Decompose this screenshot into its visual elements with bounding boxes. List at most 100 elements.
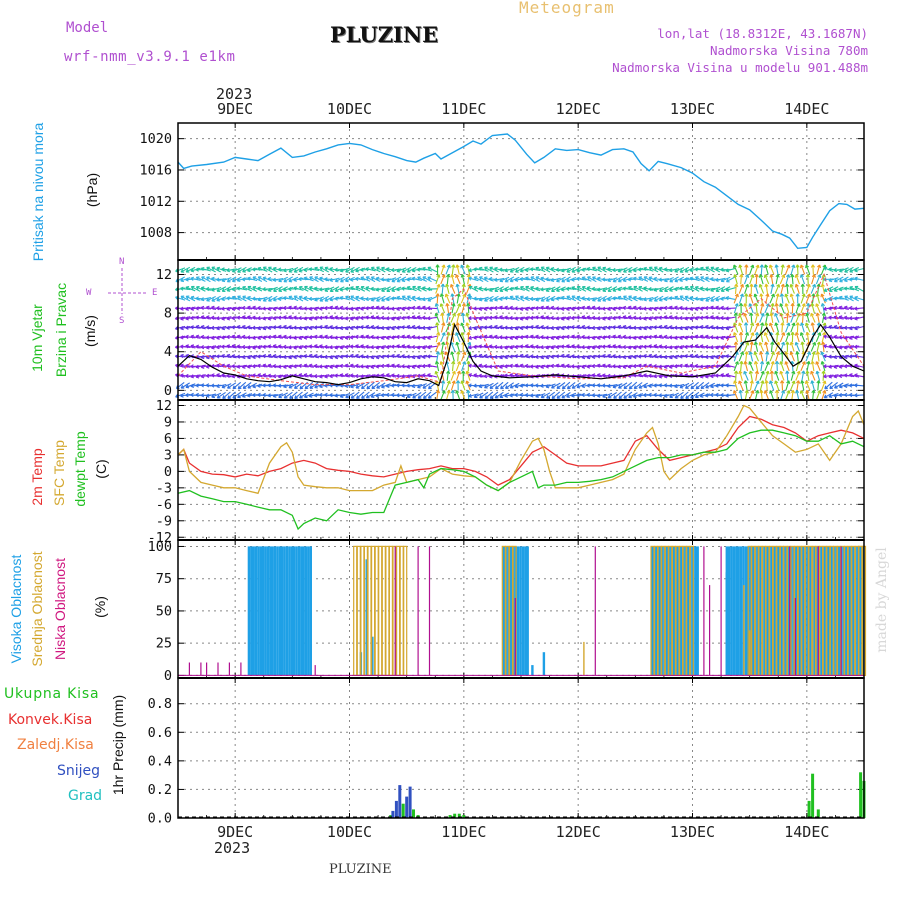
wind-arrow xyxy=(627,354,639,360)
wind-arrow xyxy=(237,295,247,302)
wind-arrow xyxy=(460,390,466,400)
wind-arrow xyxy=(375,335,386,340)
wind-arrow xyxy=(759,312,765,323)
wind-arrow xyxy=(231,267,242,273)
wind-arrow xyxy=(769,274,774,285)
wind-arrow xyxy=(705,295,715,302)
wind-arrow xyxy=(345,266,355,273)
wind-arrow xyxy=(733,332,739,343)
wind-arrow xyxy=(381,286,391,292)
wind-arrow xyxy=(684,306,695,311)
wind-arrow xyxy=(663,324,675,330)
wind-arrow xyxy=(710,354,721,360)
wind-arrow xyxy=(795,380,801,391)
wind-arrow xyxy=(216,286,227,293)
wind-arrow xyxy=(277,364,289,369)
high-cloud-bar xyxy=(542,652,546,676)
wind-arrow xyxy=(231,344,242,349)
legend-hail: Grad xyxy=(68,788,103,804)
y-tick-label-pressure: 1008 xyxy=(139,225,172,241)
high-cloud-bar xyxy=(780,546,783,676)
wind-arrow xyxy=(445,264,451,275)
wind-arrow xyxy=(339,335,350,340)
wind-arrow xyxy=(293,286,304,291)
wind-arrow xyxy=(764,370,770,381)
wind-arrow xyxy=(216,316,227,321)
wind-arrow xyxy=(633,285,643,292)
wind-arrow xyxy=(674,354,685,360)
wind-arrow xyxy=(520,285,530,292)
high-cloud-bar xyxy=(300,546,303,676)
wind-arrow xyxy=(530,334,541,340)
wind-arrow xyxy=(795,322,800,333)
wind-arrow xyxy=(478,363,489,368)
wind-arrow xyxy=(252,285,263,292)
wind-arrow xyxy=(566,316,577,321)
wind-arrow xyxy=(262,266,273,273)
wind-arrow xyxy=(638,325,649,331)
wind-arrow xyxy=(422,391,432,399)
wind-arrow xyxy=(461,361,467,372)
low-cloud-bar xyxy=(594,546,596,676)
y-tick-label-temperature: 12 xyxy=(156,398,172,414)
wind-arrow xyxy=(560,353,572,359)
wind-arrow xyxy=(800,283,805,295)
top-day-label: 13DEC xyxy=(670,100,715,118)
meteogram-label: Meteogram xyxy=(519,0,615,17)
wind-arrow xyxy=(406,267,417,273)
wind-arrow xyxy=(473,276,484,282)
wind-arrow xyxy=(799,274,806,285)
wind-arrow xyxy=(356,391,365,399)
wind-arrow xyxy=(514,354,525,359)
wind-arrow xyxy=(725,295,736,301)
wind-arrow xyxy=(769,322,775,333)
wind-arrow xyxy=(334,276,345,283)
wind-arrow xyxy=(753,341,759,352)
wind-arrow xyxy=(555,354,567,359)
wind-arrow xyxy=(759,351,764,362)
wind-arrow xyxy=(241,354,253,360)
wind-arrow xyxy=(689,285,700,292)
high-cloud-bar xyxy=(302,546,305,676)
wind-arrow xyxy=(304,285,314,292)
wind-arrow xyxy=(775,293,780,304)
wind-arrow xyxy=(789,341,795,352)
wind-arrow xyxy=(303,295,314,301)
wind-arrow xyxy=(612,306,623,311)
wind-arrow xyxy=(790,312,796,323)
wind-arrow xyxy=(268,295,278,302)
wind-arrow xyxy=(262,353,273,359)
wind-arrow xyxy=(628,295,638,302)
y-tick-label-wind: 8 xyxy=(164,306,172,322)
wind-arrow xyxy=(391,353,402,359)
mid-cloud-bar xyxy=(367,545,372,677)
wind-arrow xyxy=(738,283,744,294)
wind-arrow xyxy=(283,276,293,283)
wind-arrow xyxy=(303,392,314,399)
wind-arrow xyxy=(456,351,461,362)
wind-arrow xyxy=(725,267,736,273)
wind-arrow xyxy=(843,373,855,378)
wind-arrow xyxy=(763,274,770,285)
wind-arrow xyxy=(303,354,314,359)
wind-arrow xyxy=(763,332,770,343)
wind-arrow xyxy=(668,364,680,369)
wind-arrow xyxy=(190,306,201,311)
wind-arrow xyxy=(828,267,839,272)
high-cloud-bar xyxy=(526,546,529,676)
wind-arrow xyxy=(273,286,283,293)
wind-arrow xyxy=(350,286,361,292)
wind-arrow xyxy=(774,370,780,381)
wind-arrow xyxy=(236,286,248,291)
wind-arrow xyxy=(733,380,738,391)
wind-arrow xyxy=(774,264,779,275)
wind-arrow xyxy=(748,361,754,372)
wind-arrow xyxy=(799,264,806,275)
wind-arrow xyxy=(700,382,710,389)
wind-arrow xyxy=(375,315,386,320)
wind-arrow xyxy=(411,383,423,389)
high-cloud-bar xyxy=(271,546,274,676)
wind-arrow xyxy=(365,315,376,320)
wind-arrow xyxy=(226,344,237,349)
wind-arrow xyxy=(816,380,821,391)
